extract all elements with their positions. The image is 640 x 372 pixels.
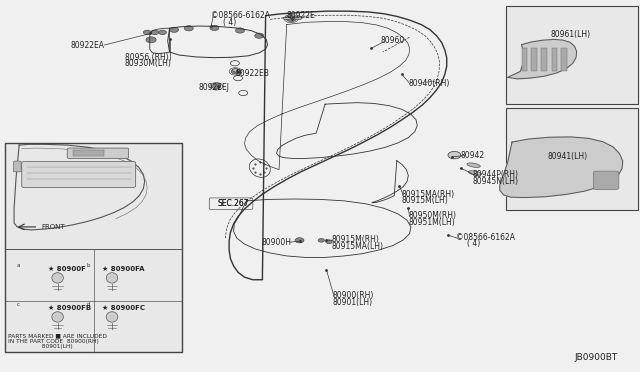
FancyBboxPatch shape [67,148,129,158]
Circle shape [159,30,166,35]
Text: 80922EA: 80922EA [70,41,104,50]
Text: 80956 (RH): 80956 (RH) [125,53,168,62]
Ellipse shape [233,69,241,73]
Ellipse shape [106,273,118,283]
Circle shape [236,28,244,33]
Bar [506,6,638,104]
Ellipse shape [468,171,481,175]
Circle shape [448,151,461,159]
Text: 80945N(LH): 80945N(LH) [472,177,518,186]
Polygon shape [508,39,577,79]
Text: 80922EJ: 80922EJ [198,83,229,92]
Ellipse shape [52,312,63,322]
Ellipse shape [467,163,480,167]
Text: 80961(LH): 80961(LH) [550,31,591,39]
Text: 80942: 80942 [461,151,485,160]
Bar [552,48,557,71]
Ellipse shape [294,17,302,20]
Text: 80915MA(LH): 80915MA(LH) [332,242,383,251]
Circle shape [14,184,22,188]
Circle shape [295,238,304,243]
Text: ★ 80900F: ★ 80900F [48,266,86,272]
Text: 80900(RH): 80900(RH) [333,291,374,300]
Bar [541,48,547,71]
Text: 80941(LH): 80941(LH) [547,152,588,161]
Text: 80901(LH): 80901(LH) [8,344,72,349]
Text: 80922E: 80922E [287,11,316,20]
Circle shape [326,240,332,244]
Text: ★ 80900FA: ★ 80900FA [102,266,145,272]
Text: 80915M(LH): 80915M(LH) [402,196,449,205]
Text: b: b [86,263,90,268]
Circle shape [151,30,159,35]
Circle shape [255,33,264,38]
Text: 80944P(RH): 80944P(RH) [472,170,518,179]
Text: 80951M(LH): 80951M(LH) [408,218,455,227]
Ellipse shape [52,273,63,283]
Circle shape [184,26,193,31]
Text: c: c [17,302,19,307]
Text: 80915MA(RH): 80915MA(RH) [402,190,455,199]
Bar [522,48,527,71]
Text: 80960: 80960 [381,36,405,45]
Circle shape [286,16,296,22]
Text: ( 4): ( 4) [223,18,236,27]
Text: 80940(RH): 80940(RH) [408,79,450,88]
Text: SEC.267: SEC.267 [218,199,249,208]
Text: ©08566-6162A: ©08566-6162A [456,233,515,242]
Text: PARTS MARKED ■ ARE INCLUDED: PARTS MARKED ■ ARE INCLUDED [8,334,106,339]
Text: ★ 80900FC: ★ 80900FC [102,305,145,311]
Bar [5,143,182,352]
Bar [506,108,638,210]
FancyBboxPatch shape [13,161,21,172]
Text: ( 4): ( 4) [467,239,481,248]
Text: IN THE PART CODE  80900(RH): IN THE PART CODE 80900(RH) [8,339,99,344]
Circle shape [146,37,156,43]
Circle shape [212,84,221,89]
Bar [531,48,537,71]
Text: 80901(LH): 80901(LH) [333,298,373,307]
Circle shape [141,161,148,166]
Bar [73,150,104,156]
Bar [561,48,567,71]
FancyBboxPatch shape [22,161,136,187]
Text: SEC.267: SEC.267 [218,199,249,208]
Text: JB0900BT: JB0900BT [574,353,618,362]
Ellipse shape [283,17,291,20]
Text: 80950M(RH): 80950M(RH) [408,211,456,220]
Text: a: a [16,263,20,268]
Circle shape [170,27,179,32]
Circle shape [210,25,219,31]
Text: ★ 80900FB: ★ 80900FB [48,305,91,311]
Text: FRONT: FRONT [42,224,65,230]
Text: 80930M(LH): 80930M(LH) [125,60,172,68]
Circle shape [140,214,148,218]
Polygon shape [500,137,623,198]
FancyBboxPatch shape [593,171,619,190]
Text: 80900H: 80900H [261,238,291,247]
Text: 80915M(RH): 80915M(RH) [332,235,380,244]
Circle shape [143,30,151,35]
Text: 80922EB: 80922EB [236,69,269,78]
Text: ©08566-6162A: ©08566-6162A [211,12,270,20]
Ellipse shape [106,312,118,322]
Circle shape [318,238,324,242]
Circle shape [10,158,18,162]
Text: d: d [86,302,90,307]
Circle shape [231,69,240,74]
